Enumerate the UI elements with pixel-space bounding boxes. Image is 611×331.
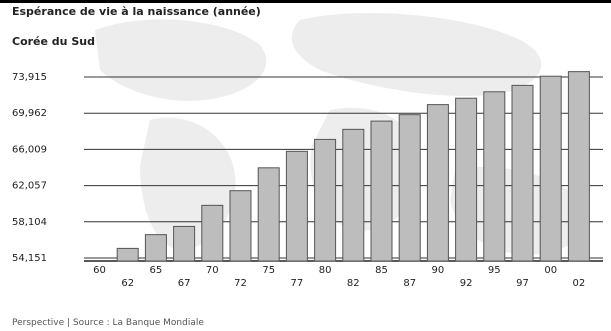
bar xyxy=(314,138,337,262)
x-tick-label: 75 xyxy=(262,265,275,276)
map-shape xyxy=(291,12,542,96)
y-axis-ticks: 54,151 58,104 62,057 66,009 69,962 73,915 xyxy=(12,72,47,264)
bar xyxy=(426,104,449,262)
x-tick-label: 62 xyxy=(121,278,134,289)
bar xyxy=(370,120,393,262)
bar xyxy=(342,128,365,262)
bar xyxy=(144,234,167,262)
bar xyxy=(173,225,196,262)
x-tick-label: 77 xyxy=(291,278,304,289)
chart-title: Espérance de vie à la naissance (année) xyxy=(12,5,261,18)
x-tick-label: 60 xyxy=(93,265,106,276)
x-tick-label: 97 xyxy=(516,278,529,289)
x-tick-label: 85 xyxy=(375,265,388,276)
x-tick-label: 82 xyxy=(347,278,360,289)
x-tick-label: 87 xyxy=(403,278,416,289)
bar xyxy=(229,190,252,262)
bar xyxy=(511,84,534,262)
x-tick-label: 92 xyxy=(460,278,473,289)
x-axis-ticks: 60 65 70 75 80 85 90 95 00 62 67 72 77 82 87 92 97 02 xyxy=(93,265,585,289)
y-tick-label: 62,057 xyxy=(12,181,47,192)
bar xyxy=(455,97,478,262)
map-shape xyxy=(310,107,420,231)
y-tick-label: 54,151 xyxy=(12,253,47,264)
source-footer: Perspective | Source : La Banque Mondial… xyxy=(12,318,204,328)
y-tick-label: 66,009 xyxy=(12,144,47,155)
x-tick-label: 70 xyxy=(206,265,219,276)
x-tick-label: 00 xyxy=(544,265,557,276)
bar xyxy=(257,167,280,262)
x-tick-label: 67 xyxy=(178,278,191,289)
bar xyxy=(201,204,224,262)
x-tick-label: 72 xyxy=(234,278,247,289)
y-tick-label: 69,962 xyxy=(12,108,47,119)
x-tick-label: 65 xyxy=(150,265,163,276)
bar xyxy=(483,91,506,262)
bar xyxy=(116,247,139,262)
y-tick-label: 73,915 xyxy=(12,72,47,83)
x-tick-label: 90 xyxy=(432,265,445,276)
bar xyxy=(398,114,421,262)
top-border xyxy=(0,0,611,3)
bars xyxy=(116,71,590,262)
bar xyxy=(285,150,308,262)
x-tick-label: 02 xyxy=(573,278,586,289)
x-tick-label: 95 xyxy=(488,265,501,276)
chart-subtitle: Corée du Sud xyxy=(12,35,95,48)
x-tick-label: 80 xyxy=(319,265,332,276)
y-tick-label: 58,104 xyxy=(12,217,47,228)
bar xyxy=(567,71,590,262)
bar xyxy=(539,75,562,262)
map-shape xyxy=(95,19,267,101)
